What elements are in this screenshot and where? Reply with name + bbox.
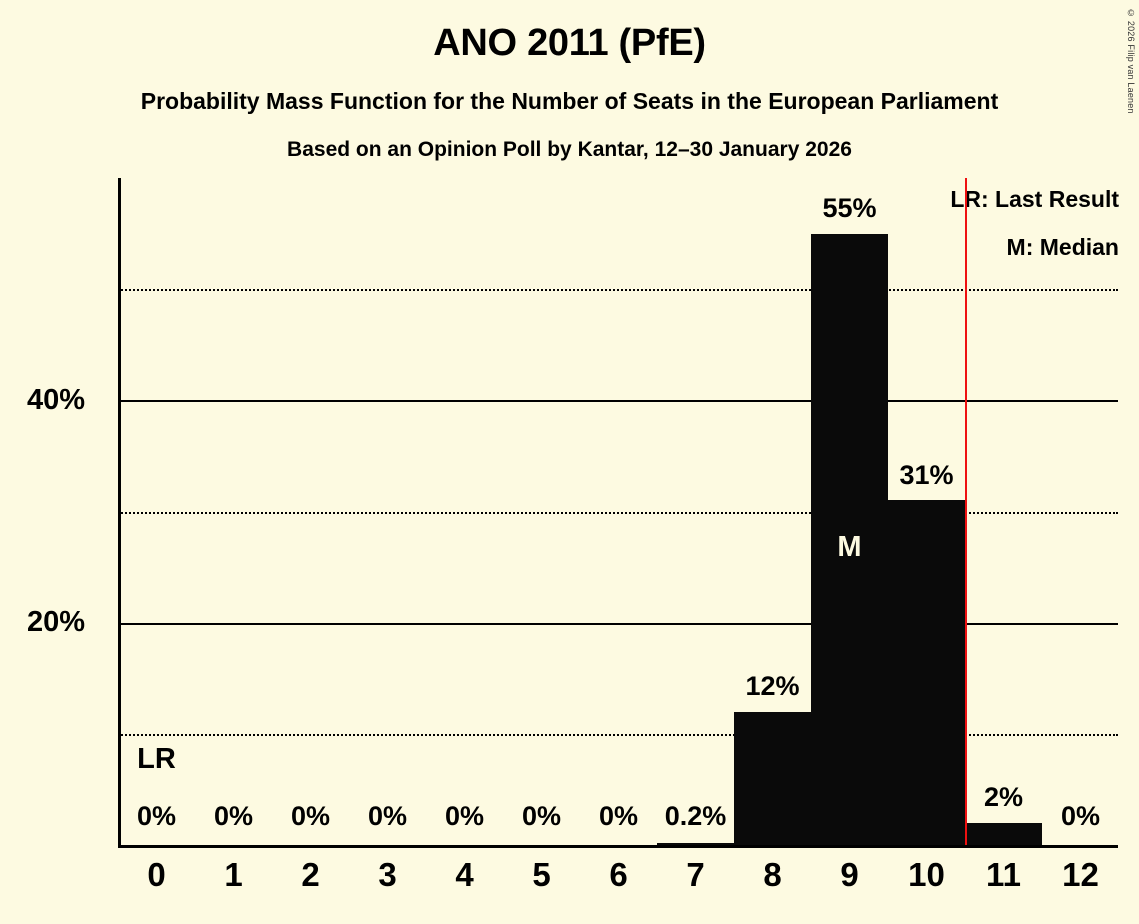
xtick-label-6: 6 xyxy=(609,856,628,893)
gridline-30 xyxy=(118,511,1118,514)
ytick-label-20: 20% xyxy=(26,606,85,638)
x-axis xyxy=(118,845,1118,848)
bar-7 xyxy=(657,842,734,845)
xtick-label-5: 5 xyxy=(532,856,551,893)
xtick-label-8: 8 xyxy=(763,856,782,893)
bar-value-3: 0% xyxy=(367,801,408,831)
bar-value-12: 0% xyxy=(1060,801,1101,831)
xtick-label-7: 7 xyxy=(686,856,705,893)
bar-value-2: 0% xyxy=(290,801,331,831)
xtick-label-0: 0 xyxy=(147,856,166,893)
chart-source: Based on an Opinion Poll by Kantar, 12–3… xyxy=(287,138,852,161)
bar-9 xyxy=(811,233,888,845)
xtick-label-10: 10 xyxy=(908,856,945,893)
gridline-40 xyxy=(118,400,1118,403)
ytick-label-40: 40% xyxy=(26,384,85,416)
gridline-20 xyxy=(118,622,1118,625)
xtick-label-1: 1 xyxy=(224,856,243,893)
bar-value-9: 55% xyxy=(822,193,877,223)
gridline-50 xyxy=(118,289,1118,292)
gridline-10 xyxy=(118,733,1118,736)
bar-value-10: 31% xyxy=(899,460,954,490)
last-result-marker: LR xyxy=(137,743,176,775)
median-marker: M xyxy=(837,531,862,563)
legend-median: M: Median xyxy=(1006,234,1119,260)
bar-11 xyxy=(965,822,1042,845)
bar-value-1: 0% xyxy=(213,801,254,831)
bar-value-8: 12% xyxy=(745,671,800,701)
xtick-label-2: 2 xyxy=(301,856,320,893)
legend-last-result: LR: Last Result xyxy=(950,186,1119,212)
xtick-label-9: 9 xyxy=(840,856,859,893)
plot-area: 20% 40% LR M 0% 0% 0% 0% 0% 0% 0% 0.2% 1… xyxy=(27,178,1118,891)
copyright-notice: © 2026 Filip van Laenen xyxy=(1126,8,1136,114)
xtick-label-11: 11 xyxy=(986,856,1021,893)
xtick-label-4: 4 xyxy=(455,856,474,893)
bar-value-11: 2% xyxy=(983,782,1024,812)
bar-value-7: 0.2% xyxy=(664,801,727,831)
last-result-line xyxy=(965,178,967,845)
bar-value-4: 0% xyxy=(444,801,485,831)
bar-value-6: 0% xyxy=(598,801,639,831)
xtick-label-3: 3 xyxy=(378,856,397,893)
bar-10 xyxy=(888,500,965,845)
bar-value-0: 0% xyxy=(136,801,177,831)
bar-value-5: 0% xyxy=(521,801,562,831)
page-title: ANO 2011 (PfE) xyxy=(433,22,706,64)
chart-subtitle: Probability Mass Function for the Number… xyxy=(140,88,999,114)
y-axis xyxy=(118,178,121,848)
xtick-label-12: 12 xyxy=(1062,856,1099,893)
bar-8 xyxy=(734,711,811,845)
